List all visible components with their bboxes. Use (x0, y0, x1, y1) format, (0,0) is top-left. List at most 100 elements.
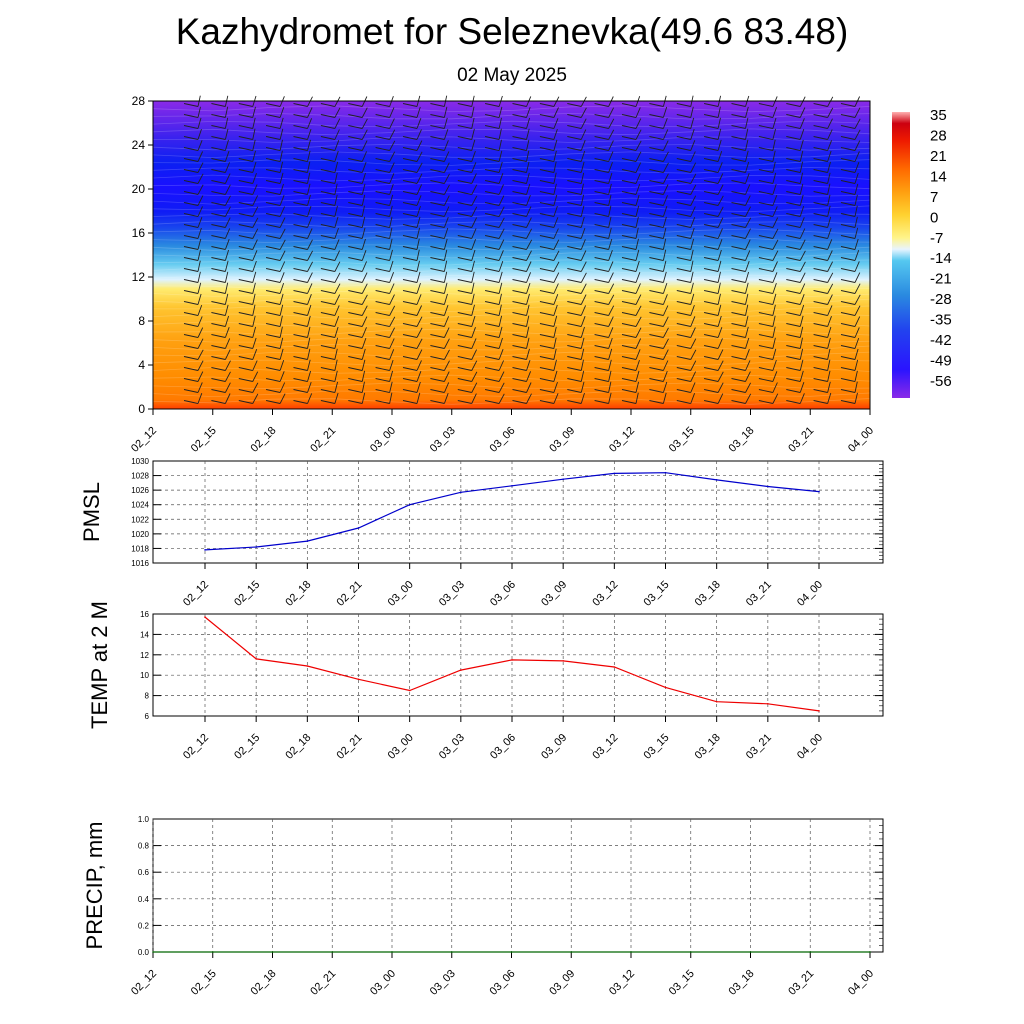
wind-barb (690, 304, 695, 316)
wind-barb (334, 392, 339, 404)
wind-barb-flag (430, 169, 445, 173)
wind-barb-flag (840, 268, 856, 272)
wind-barb (307, 107, 313, 118)
wind-barb-flag (758, 224, 773, 228)
wind-barb-flag (211, 114, 226, 118)
wind-barb-flag (320, 125, 335, 129)
data-point (408, 689, 411, 692)
wind-barb (443, 162, 450, 173)
wind-barb-flag (512, 356, 527, 360)
x-tick-label: 02_18 (249, 968, 279, 998)
wind-barb-flag (567, 246, 582, 250)
wind-barb (443, 249, 448, 261)
wind-barb-flag (266, 268, 281, 272)
wind-barb (361, 238, 366, 250)
wind-barb (717, 293, 721, 305)
wind-barb-flag (786, 268, 801, 272)
wind-barb (361, 381, 365, 393)
data-point (451, 951, 453, 953)
wind-barb-flag (485, 125, 500, 129)
wind-barb (717, 327, 723, 338)
wind-barb (635, 316, 642, 327)
wind-barb (307, 128, 312, 140)
wind-barb-flag (512, 114, 527, 118)
data-point (511, 659, 513, 661)
wind-barb-flag (348, 114, 363, 118)
wind-barb-flag (512, 125, 527, 129)
wind-barb-flag (238, 367, 253, 371)
wind-barb-flag (402, 290, 418, 294)
wind-barb (745, 106, 749, 118)
wind-barb-flag (238, 202, 253, 206)
x-tick-label: 03_12 (607, 968, 637, 998)
colorbar-label: -7 (930, 230, 943, 247)
wind-barb (197, 249, 201, 261)
wind-barb-flag (266, 191, 281, 195)
wind-barb-flag (375, 345, 390, 349)
wind-barb (553, 272, 560, 283)
x-tick-label: 03_00 (386, 579, 416, 609)
wind-barb-flag (348, 213, 363, 217)
wind-barb (635, 294, 642, 305)
wind-barb-flag (539, 400, 554, 404)
wind-barb-flag (238, 323, 253, 327)
wind-barb (471, 304, 475, 316)
wind-barb (690, 349, 697, 360)
wind-barb-flag (485, 202, 500, 206)
wind-barb-flag (539, 202, 554, 206)
wind-barb (361, 107, 368, 118)
wind-barb-flag (840, 103, 856, 107)
wind-barb (854, 162, 860, 173)
colorbar-label: -14 (930, 250, 952, 267)
wind-barb (745, 128, 749, 140)
wind-barb-flag (704, 158, 719, 162)
wind-barb (608, 129, 615, 140)
wind-barb-flag (211, 323, 226, 327)
wind-barb (854, 250, 860, 261)
wind-barb-flag (293, 367, 308, 371)
wind-barb-flag (758, 312, 773, 316)
contour-line (152, 251, 871, 259)
wind-barb (690, 173, 697, 184)
wind-barb-flag (320, 356, 335, 360)
wind-barb-flag (676, 213, 691, 217)
wind-barb (197, 128, 202, 140)
wind-barb-flag (430, 191, 445, 195)
wind-barb (717, 128, 722, 140)
wind-barb (443, 349, 450, 360)
wind-barb (717, 228, 723, 239)
wind-barb-flag (266, 290, 281, 294)
wind-barb (443, 227, 449, 239)
wind-barb (772, 326, 776, 338)
wind-barb-flag (320, 191, 335, 195)
wind-barb-flag (512, 378, 527, 382)
wind-barb-flag (567, 136, 582, 140)
contour-line (152, 390, 871, 398)
wind-barb-flag (293, 334, 308, 338)
data-point (690, 951, 692, 953)
wind-barb-flag (457, 147, 472, 151)
y-tick-label: 10 (140, 671, 149, 680)
wind-barb-flag (485, 334, 500, 338)
wind-barb-flag (704, 345, 719, 349)
wind-barb-flag (840, 147, 856, 151)
wind-barb-flag (758, 180, 773, 184)
contour-line (152, 305, 871, 312)
y-axis-label: PMSL (79, 482, 104, 542)
wind-barb (772, 382, 778, 393)
wind-barb-flag (211, 158, 226, 162)
wind-barb (471, 106, 475, 118)
wind-barb (608, 205, 612, 217)
wind-barb-flag (485, 400, 500, 404)
wind-barb-flag (348, 290, 363, 294)
wind-barb-flag (786, 169, 801, 173)
wind-barb (471, 128, 475, 140)
wind-barb-flag (649, 147, 664, 151)
wind-barb-flag (266, 114, 281, 118)
wind-barb-flag (183, 125, 199, 129)
wind-barb (307, 172, 311, 184)
wind-barb (827, 216, 832, 228)
wind-barb (443, 151, 450, 162)
colorbar-fill (892, 112, 910, 398)
wind-barb (799, 194, 804, 206)
